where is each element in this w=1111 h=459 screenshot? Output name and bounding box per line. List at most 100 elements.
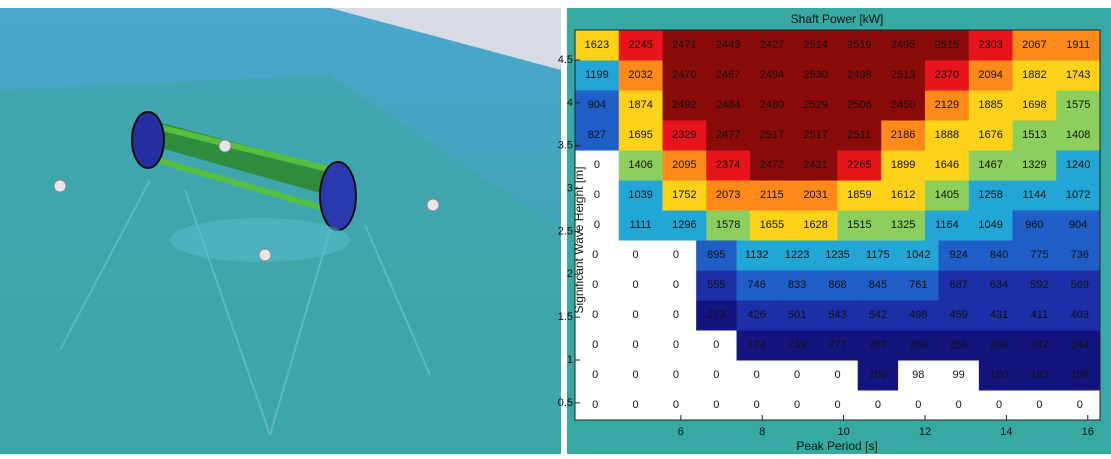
- x-tick-label: 14: [1000, 426, 1012, 438]
- cell-value: 246: [990, 339, 1008, 351]
- cell-value: 1623: [585, 39, 609, 51]
- cell-value: 569: [1071, 279, 1089, 291]
- cell-value: 543: [828, 309, 846, 321]
- cell-value: 2067: [1022, 39, 1046, 51]
- cell-value: 1695: [628, 129, 652, 141]
- cell-value: 555: [707, 279, 725, 291]
- cell-value: 0: [633, 339, 639, 351]
- cell-value: 0: [633, 249, 639, 261]
- cell-value: 0: [592, 309, 598, 321]
- cell-value: 0: [592, 249, 598, 261]
- cell-value: 1752: [672, 189, 696, 201]
- cell-value: 2515: [935, 39, 959, 51]
- cell-value: 0: [996, 399, 1002, 411]
- cell-value: 0: [592, 339, 598, 351]
- cell-value: 1039: [628, 189, 652, 201]
- cell-value: 0: [754, 369, 760, 381]
- cell-value: 0: [673, 369, 679, 381]
- cell-value: 100: [990, 369, 1008, 381]
- y-tick-label: 2: [567, 268, 573, 280]
- cell-value: 1899: [891, 159, 915, 171]
- cell-value: 1199: [585, 69, 609, 81]
- cell-value: 1325: [891, 219, 915, 231]
- cell-value: 2467: [716, 69, 740, 81]
- cell-value: 833: [788, 279, 806, 291]
- cell-value: 2450: [891, 99, 915, 111]
- cell-value: 1874: [628, 99, 652, 111]
- cell-value: 0: [673, 309, 679, 321]
- cell-value: 501: [788, 309, 806, 321]
- cell-value: 426: [748, 309, 766, 321]
- cell-value: 2265: [847, 159, 871, 171]
- cell-value: 924: [949, 249, 967, 261]
- cell-value: 403: [1071, 309, 1089, 321]
- x-tick-label: 16: [1082, 426, 1094, 438]
- cell-value: 634: [990, 279, 1008, 291]
- cell-value: 1111: [630, 219, 652, 231]
- figure: 0000000000000000000010098991001031090000…: [0, 0, 1111, 454]
- cell-value: 845: [869, 279, 887, 291]
- cell-value: 2492: [672, 99, 696, 111]
- cell-value: 1132: [745, 249, 769, 261]
- cell-value: 2443: [716, 39, 740, 51]
- cell-value: 269: [909, 339, 927, 351]
- cell-value: 2514: [803, 39, 827, 51]
- cell-value: 0: [594, 189, 600, 201]
- cell-value: 2506: [847, 99, 871, 111]
- cell-value: 1164: [935, 219, 959, 231]
- cell-value: 895: [707, 249, 725, 261]
- cell-value: 2495: [891, 39, 915, 51]
- cell-value: 0: [834, 399, 840, 411]
- cell-value: 2370: [935, 69, 959, 81]
- cell-value: 1515: [847, 219, 871, 231]
- cell-value: 2421: [803, 159, 827, 171]
- cell-value: 1405: [935, 189, 959, 201]
- cell-value: 2329: [672, 129, 696, 141]
- cell-value: 904: [588, 99, 606, 111]
- cell-value: 239: [788, 339, 806, 351]
- cell-value: 0: [633, 399, 639, 411]
- cell-value: 2477: [716, 129, 740, 141]
- cell-value: 2530: [803, 69, 827, 81]
- cell-value: 868: [828, 279, 846, 291]
- cell-value: 0: [594, 219, 600, 231]
- cell-value: 0: [594, 159, 600, 171]
- cell-value: 0: [592, 279, 598, 291]
- cell-value: 2032: [628, 69, 652, 81]
- cell-value: 1467: [978, 159, 1002, 171]
- y-tick-label: 1: [567, 354, 573, 366]
- cell-value: 775: [1030, 249, 1048, 261]
- cell-value: 904: [1069, 219, 1087, 231]
- x-tick-label: 8: [759, 426, 765, 438]
- cell-value: 827: [588, 129, 606, 141]
- cell-value: 592: [1030, 279, 1048, 291]
- cell-value: 100: [869, 369, 887, 381]
- cell-value: 0: [713, 339, 719, 351]
- cell-value: 1578: [716, 219, 740, 231]
- cell-value: 0: [673, 249, 679, 261]
- cell-value: 1175: [866, 249, 890, 261]
- cell-value: 1406: [628, 159, 652, 171]
- cell-value: 2498: [847, 69, 871, 81]
- cell-value: 1240: [1066, 159, 1090, 171]
- cell-value: 0: [875, 399, 881, 411]
- cell-value: 273: [707, 309, 725, 321]
- cell-value: 1072: [1066, 189, 1090, 201]
- cell-value: 1885: [978, 99, 1002, 111]
- cell-value: 103: [1030, 369, 1048, 381]
- cell-value: 840: [990, 249, 1008, 261]
- cell-value: 1296: [672, 219, 696, 231]
- cell-value: 2529: [803, 99, 827, 111]
- cell-value: 498: [909, 309, 927, 321]
- cell-value: 0: [592, 399, 598, 411]
- cell-value: 242: [1030, 339, 1048, 351]
- cell-value: 1698: [1022, 99, 1046, 111]
- cell-value: 2470: [672, 69, 696, 81]
- y-tick-label: 4.5: [558, 54, 573, 66]
- cell-value: 1911: [1066, 39, 1090, 51]
- cell-value: 0: [754, 399, 760, 411]
- cell-value: 0: [1077, 399, 1083, 411]
- cell-value: 2471: [672, 39, 696, 51]
- cell-value: 1513: [1022, 129, 1046, 141]
- cell-value: 0: [673, 399, 679, 411]
